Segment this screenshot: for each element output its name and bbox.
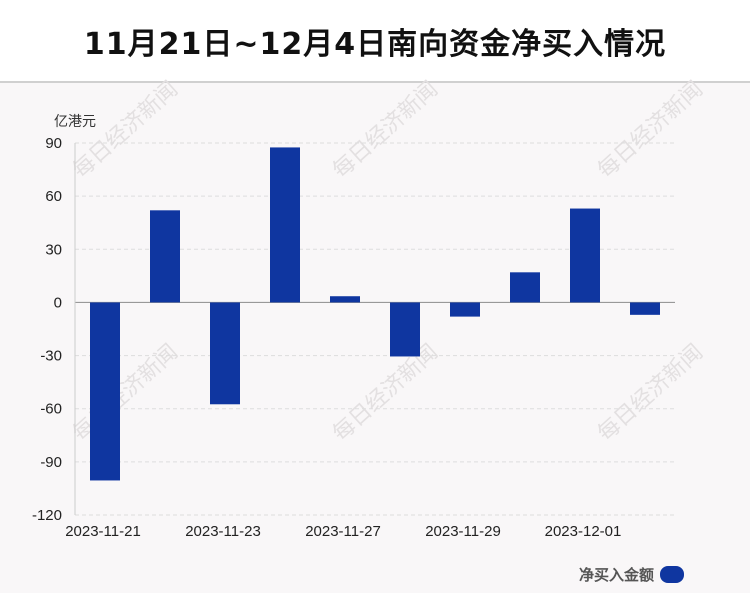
y-tick-label: 90: [45, 135, 62, 152]
legend-label: 净买入金额: [578, 566, 654, 584]
bar-2023-11-21: [90, 302, 120, 481]
bar-2023-11-30: [510, 272, 540, 303]
x-tick-label: 2023-11-21: [65, 523, 141, 540]
legend-swatch: [660, 566, 684, 583]
y-unit-label: 亿港元: [54, 114, 96, 130]
x-tick-label: 2023-11-29: [425, 523, 501, 540]
legend: 净买入金额: [579, 564, 684, 585]
y-tick-label: 30: [45, 241, 62, 258]
watermark-text: 每日经济新闻: [328, 77, 443, 184]
title-bar: 11月21日~12月4日南向资金净买入情况: [0, 0, 750, 83]
bar-2023-12-01: [570, 208, 600, 303]
x-tick-labels: 2023-11-21 2023-11-23 2023-11-27 2023-11-29…: [65, 523, 621, 540]
y-tick-labels: 90 60 30 0 -30 -60 -90 -120: [32, 135, 62, 524]
x-tick-label: 2023-11-27: [305, 523, 381, 540]
bar-2023-11-27: [330, 296, 360, 303]
bar-2023-12-04: [630, 302, 660, 315]
x-tick-label: 2023-12-01: [545, 523, 622, 540]
y-tick-label: -120: [32, 507, 62, 524]
grid-lines: [74, 142, 675, 516]
bar-2023-11-29: [450, 302, 480, 317]
y-tick-label: 60: [45, 188, 62, 205]
chart-title: 11月21日~12月4日南向资金净买入情况: [83, 26, 667, 62]
bar-2023-11-24: [270, 147, 300, 303]
bars: [90, 147, 660, 481]
bar-2023-11-28: [390, 302, 420, 357]
y-tick-label: -30: [40, 348, 62, 365]
bar-2023-11-22: [150, 210, 180, 303]
y-tick-label: 0: [54, 294, 62, 311]
y-tick-label: -60: [40, 401, 62, 418]
bar-2023-11-23: [210, 302, 240, 405]
x-tick-label: 2023-11-23: [185, 523, 261, 540]
y-tick-label: -90: [40, 454, 62, 471]
watermark-text: 每日经济新闻: [593, 77, 708, 184]
watermark-text: 每日经济新闻: [68, 77, 183, 184]
